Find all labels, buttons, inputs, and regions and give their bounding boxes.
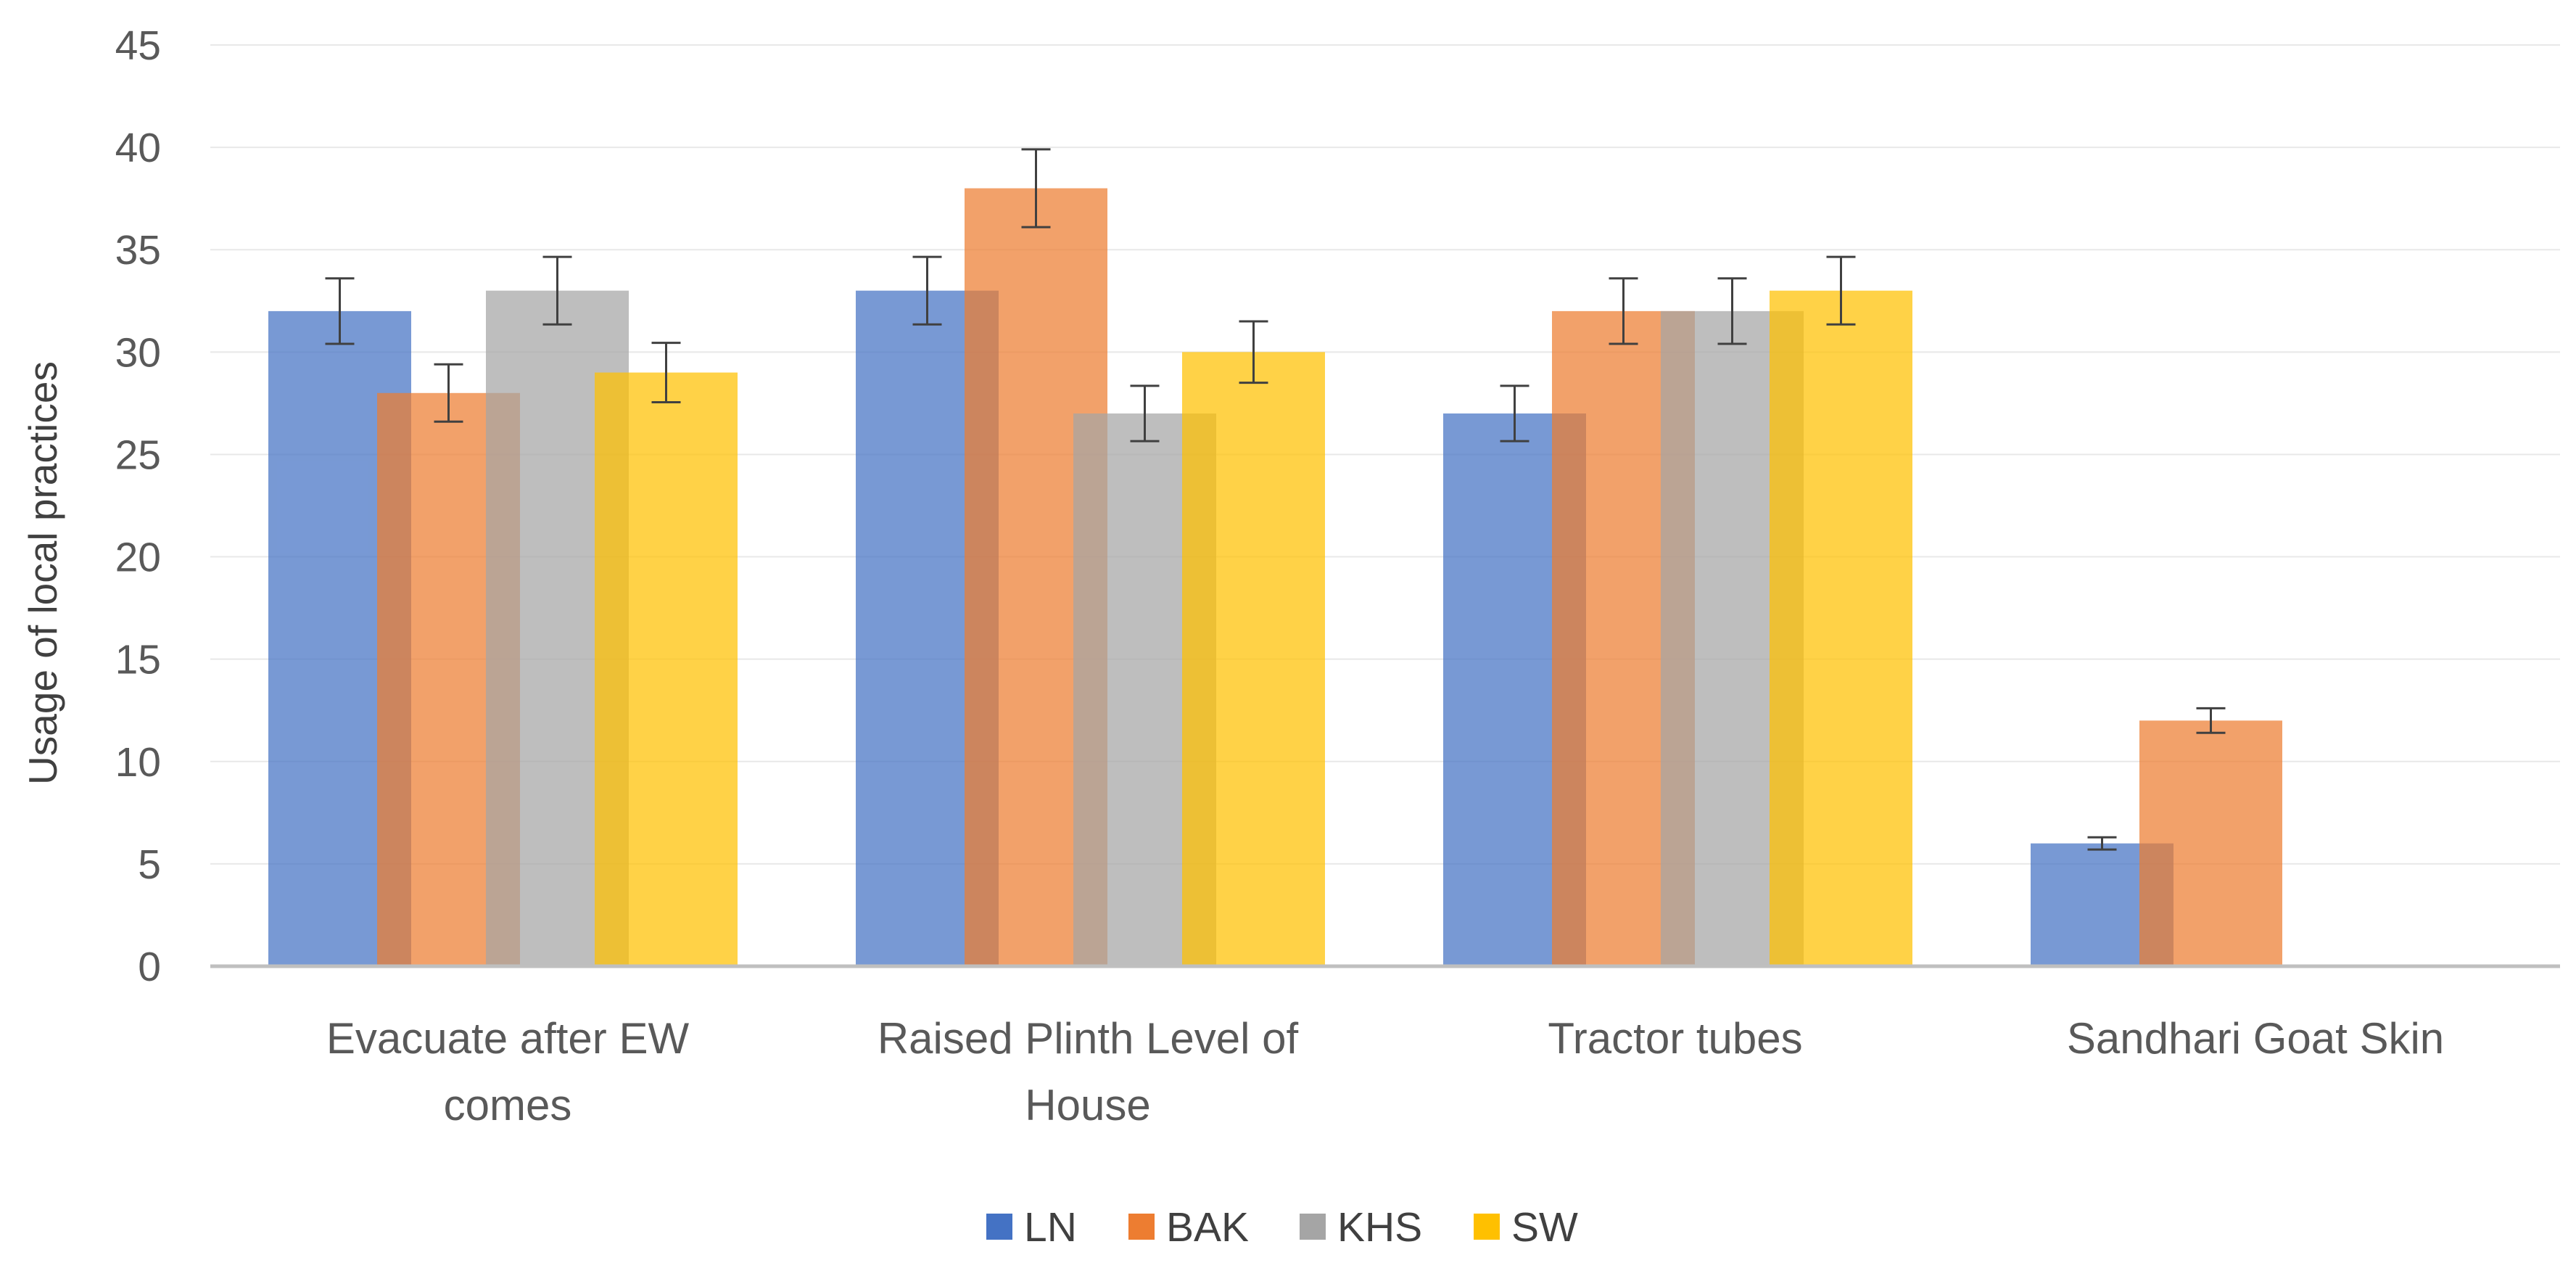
error-bar-bak-3 — [2196, 707, 2226, 734]
bar-sw-0 — [595, 372, 738, 966]
y-tick-label: 0 — [138, 944, 161, 990]
y-tick-label: 35 — [115, 227, 161, 273]
y-tick-label: 5 — [138, 841, 161, 888]
error-bar-ln-3 — [2087, 836, 2117, 851]
bars — [268, 188, 2282, 967]
error-bar-sw-2 — [1826, 255, 1856, 326]
y-tick-label: 40 — [115, 125, 161, 171]
x-axis-category-labels: Evacuate after EW comes Raised Plinth Leve… — [326, 1014, 2444, 1129]
y-tick-label: 25 — [115, 432, 161, 478]
x-category-label: Sandhari Goat Skin — [2067, 1014, 2444, 1063]
legend-item-sw: SW — [1474, 1204, 1578, 1251]
y-tick-label: 45 — [115, 22, 161, 69]
legend-swatch — [1128, 1214, 1155, 1240]
y-tick-label: 15 — [115, 637, 161, 683]
legend-item-ln: LN — [986, 1204, 1077, 1251]
bar-sw-2 — [1770, 290, 1912, 967]
legend-swatch — [986, 1214, 1012, 1240]
error-bar-bak-0 — [434, 363, 463, 423]
legend-swatch — [1474, 1214, 1500, 1240]
error-bar-khs-2 — [1717, 277, 1747, 345]
x-category-label: Raised Plinth Level of House — [878, 1014, 1299, 1129]
error-bar-khs-1 — [1130, 384, 1160, 442]
error-bar-ln-0 — [325, 277, 355, 345]
legend: LN BAK KHS SW — [986, 1204, 1578, 1251]
y-tick-label: 30 — [115, 329, 161, 376]
legend-swatch — [1300, 1214, 1326, 1240]
legend-label: BAK — [1166, 1204, 1249, 1251]
legend-item-bak: BAK — [1128, 1204, 1249, 1251]
y-tick-label: 20 — [115, 535, 161, 581]
error-bar-bak-2 — [1609, 277, 1638, 345]
bar-bak-3 — [2139, 720, 2282, 966]
error-bar-sw-1 — [1239, 320, 1268, 384]
bar-sw-1 — [1182, 352, 1325, 966]
legend-label: KHS — [1337, 1204, 1422, 1251]
y-tick-label: 10 — [115, 739, 161, 786]
error-bars — [325, 148, 2226, 851]
error-bar-khs-0 — [542, 255, 572, 326]
legend-label: SW — [1511, 1204, 1578, 1251]
y-axis-title: Usage of local practices — [20, 361, 65, 785]
y-axis-ticks: 0 5 10 15 20 25 30 35 40 45 — [115, 22, 161, 990]
x-category-label: Tractor tubes — [1548, 1014, 1802, 1063]
error-bar-ln-1 — [912, 255, 942, 326]
error-bar-bak-1 — [1021, 148, 1051, 229]
x-category-label: Evacuate after EW comes — [326, 1014, 690, 1129]
error-bar-ln-2 — [1500, 384, 1530, 442]
legend-label: LN — [1024, 1204, 1077, 1251]
legend-item-khs: KHS — [1300, 1204, 1422, 1251]
error-bar-sw-0 — [651, 342, 681, 403]
